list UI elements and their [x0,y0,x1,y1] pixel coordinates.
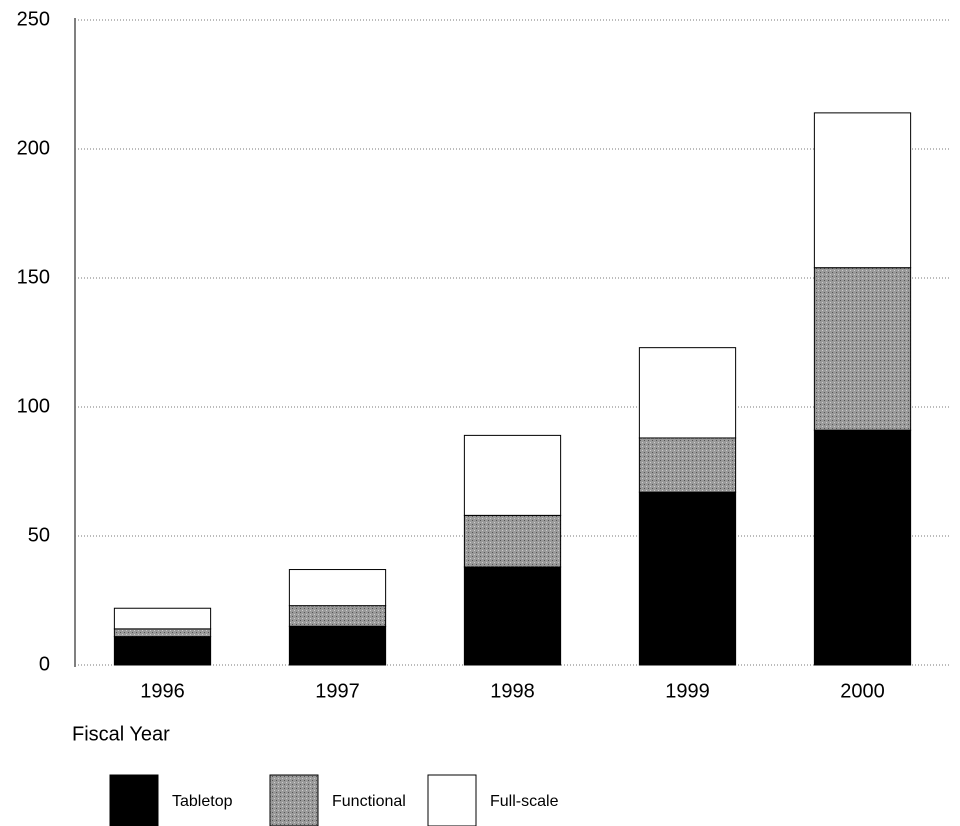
legend-label: Full-scale [490,793,559,810]
bar-segment [463,514,562,568]
x-tick-label: 1997 [315,680,360,702]
x-tick-label: 1999 [665,680,710,702]
bar-segment [288,625,387,666]
x-tick-label: 1998 [490,680,535,702]
bar-segment [113,628,212,638]
legend-label: Tabletop [172,793,233,810]
y-tick-label: 50 [28,524,50,546]
bar-segment [813,429,912,666]
bar-segment [813,112,912,269]
x-tick-label: 2000 [840,680,885,702]
bar-segment [638,491,737,666]
y-tick-label: 200 [17,137,50,159]
bar-segment [463,566,562,666]
bar-segment [288,569,387,607]
y-tick-label: 150 [17,266,50,288]
x-tick-label: 1996 [140,680,185,702]
y-tick-label: 250 [17,8,50,30]
legend-label: Functional [332,793,406,810]
bar-segment [113,636,212,666]
bar-segment [813,267,912,431]
bar-segment [638,437,737,493]
legend-swatch [269,774,319,826]
bar-segment [288,605,387,627]
bar-segment [638,347,737,439]
bar-segment [113,607,212,630]
bar-segment [463,434,562,516]
x-axis-label: Fiscal Year [72,723,170,745]
y-tick-label: 100 [17,395,50,417]
legend-swatch [109,774,159,826]
legend-swatch [427,774,477,826]
y-tick-label: 0 [39,653,50,675]
